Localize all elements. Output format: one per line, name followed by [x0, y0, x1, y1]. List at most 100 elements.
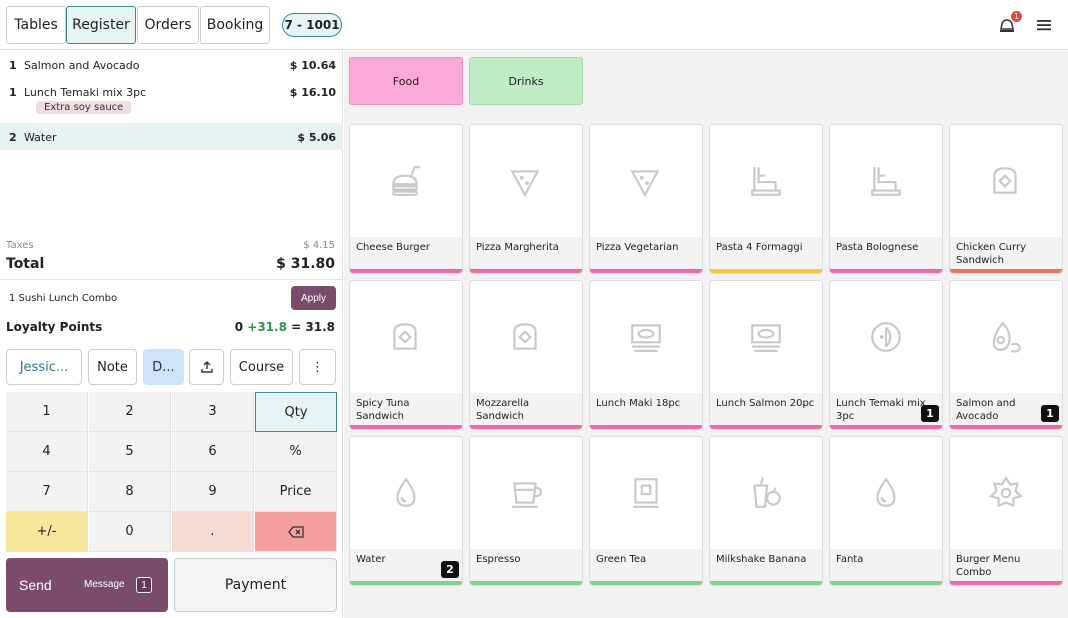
top-bar: Tables Register Orders Booking 7 - 1001 … [0, 0, 1068, 50]
pasta-icon [751, 167, 781, 196]
product-card[interactable]: Milkshake Banana [709, 436, 823, 586]
order-line-qty: 1 [9, 59, 17, 72]
total-label: Total [6, 256, 45, 272]
product-category-bar [950, 581, 1062, 585]
product-card[interactable]: Burger Menu Combo [949, 436, 1063, 586]
product-card[interactable]: Pizza Margherita [469, 124, 583, 274]
hamburger-menu-icon[interactable] [1035, 16, 1053, 34]
category-food[interactable]: Food [349, 57, 463, 105]
numpad-key-2[interactable]: 2 [89, 392, 171, 432]
product-card[interactable]: Fanta [829, 436, 943, 586]
product-name: Lunch Salmon 20pc [710, 393, 822, 425]
tab-register[interactable]: Register [66, 6, 136, 44]
table-badge[interactable]: 7 - 1001 [282, 13, 342, 37]
product-category-bar [710, 269, 822, 273]
product-category-bar [350, 581, 462, 585]
sandwich-icon [993, 167, 1017, 194]
product-card[interactable]: Water 2 [349, 436, 463, 586]
note-button[interactable]: Note [88, 349, 137, 385]
product-qty-badge: 1 [1041, 405, 1059, 422]
product-card[interactable]: Lunch Temaki mix 3pc 1 [829, 280, 943, 430]
product-category-bar [350, 425, 462, 429]
tab-orders[interactable]: Orders [137, 6, 199, 44]
product-card[interactable]: Espresso [469, 436, 583, 586]
tab-booking[interactable]: Booking [200, 6, 270, 44]
numpad-key-8[interactable]: 8 [89, 472, 171, 512]
product-card[interactable]: Lunch Maki 18pc [589, 280, 703, 430]
numpad-key-3[interactable]: 3 [172, 392, 254, 432]
sandwich-icon [513, 323, 537, 350]
product-card[interactable]: Pizza Vegetarian [589, 124, 703, 274]
product-card[interactable]: Green Tea [589, 436, 703, 586]
product-image [470, 125, 582, 237]
customer-button[interactable]: Jessic... [6, 349, 82, 385]
course-button[interactable]: Course [230, 349, 293, 385]
product-name: Milkshake Banana [710, 549, 822, 581]
more-options-button[interactable]: ⋮ [299, 349, 336, 385]
product-card[interactable]: Salmon and Avocado 1 [949, 280, 1063, 430]
order-line-name: Water [24, 131, 57, 144]
sandwich-icon [393, 323, 417, 350]
avocado-icon [992, 321, 1021, 353]
product-image [470, 437, 582, 549]
loyalty-total: 31.8 [305, 320, 335, 334]
numpad-key-5[interactable]: 5 [89, 432, 171, 472]
numpad-mode-price[interactable]: Price [255, 472, 337, 512]
drop-icon [396, 477, 416, 507]
numpad-key-7[interactable]: 7 [6, 472, 88, 512]
product-category-bar [830, 425, 942, 429]
tab-tables[interactable]: Tables [6, 6, 66, 44]
category-drinks[interactable]: Drinks [469, 57, 583, 105]
pasta-icon [871, 167, 901, 196]
product-image [830, 437, 942, 549]
product-category-bar [470, 269, 582, 273]
more-vertical-icon: ⋮ [311, 359, 324, 375]
product-name: Spicy Tuna Sandwich [350, 393, 462, 425]
loyalty-points-label: Loyalty Points [6, 320, 103, 334]
order-line-selected[interactable]: 2 Water $ 5.06 [0, 123, 343, 150]
numpad-key-0[interactable]: 0 [89, 512, 171, 552]
numpad-mode-percent[interactable]: % [255, 432, 337, 472]
payment-button[interactable]: Payment [174, 558, 337, 612]
order-line-name: Salmon and Avocado [24, 59, 140, 72]
taxes-value: $ 4.15 [303, 240, 335, 251]
product-image [830, 125, 942, 237]
product-category-bar [710, 581, 822, 585]
numpad-backspace[interactable] [255, 512, 337, 552]
product-name: Cheese Burger [350, 237, 462, 269]
numpad-key-1[interactable]: 1 [6, 392, 88, 432]
product-card[interactable]: Spicy Tuna Sandwich [349, 280, 463, 430]
numpad-key-plus-minus[interactable]: +/- [6, 512, 88, 552]
product-card[interactable]: Pasta Bolognese [829, 124, 943, 274]
product-image [590, 125, 702, 237]
temaki-icon [871, 322, 901, 352]
product-card[interactable]: Chicken Curry Sandwich [949, 124, 1063, 274]
apply-promotion-button[interactable]: Apply [291, 286, 336, 310]
product-name: Fanta [830, 549, 942, 581]
product-card[interactable]: Lunch Salmon 20pc [709, 280, 823, 430]
product-card[interactable]: Mozzarella Sandwich [469, 280, 583, 430]
product-image [350, 281, 462, 393]
order-notification-icon[interactable] [998, 16, 1016, 34]
product-card[interactable]: Cheese Burger [349, 124, 463, 274]
product-image [950, 125, 1062, 237]
discount-button[interactable]: D... [143, 349, 184, 385]
tea-icon [633, 478, 659, 508]
numpad-key-9[interactable]: 9 [172, 472, 254, 512]
numpad-key-6[interactable]: 6 [172, 432, 254, 472]
order-line[interactable]: 1 Salmon and Avocado $ 10.64 [0, 51, 343, 78]
send-button[interactable]: Send Message 1 [6, 558, 168, 612]
product-name: Pasta 4 Formaggi [710, 237, 822, 269]
numpad: 1 2 3 Qty 4 5 6 % 7 8 9 Price +/- 0 . [6, 392, 337, 552]
product-image [950, 281, 1062, 393]
numpad-key-4[interactable]: 4 [6, 432, 88, 472]
numpad-key-dot[interactable]: . [172, 512, 254, 552]
total-value: $ 31.80 [276, 256, 335, 272]
order-line[interactable]: 1 Lunch Temaki mix 3pc $ 16.10 [0, 78, 343, 123]
product-image [470, 281, 582, 393]
numpad-mode-qty[interactable]: Qty [255, 392, 337, 432]
product-card[interactable]: Pasta 4 Formaggi [709, 124, 823, 274]
share-button[interactable] [189, 349, 224, 385]
product-image [590, 281, 702, 393]
product-name: Lunch Maki 18pc [590, 393, 702, 425]
